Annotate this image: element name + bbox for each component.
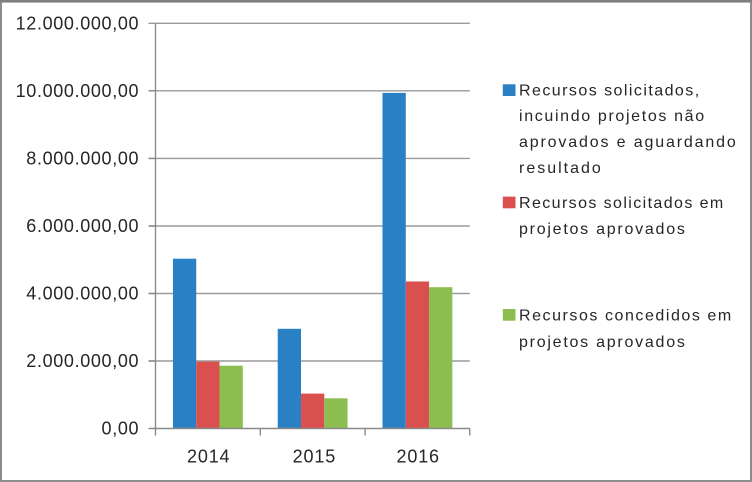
svg-text:resultado: resultado xyxy=(519,160,603,177)
svg-text:6.000.000,00: 6.000.000,00 xyxy=(26,216,139,236)
svg-text:2015: 2015 xyxy=(293,446,336,466)
svg-text:0,00: 0,00 xyxy=(102,419,140,439)
svg-text:8.000.000,00: 8.000.000,00 xyxy=(26,149,139,169)
svg-text:Recursos solicitados,: Recursos solicitados, xyxy=(519,82,701,99)
svg-text:12.000.000,00: 12.000.000,00 xyxy=(16,14,140,34)
svg-text:projetos aprovados: projetos aprovados xyxy=(519,334,687,351)
svg-text:incuindo projetos não: incuindo projetos não xyxy=(519,108,706,125)
svg-text:4.000.000,00: 4.000.000,00 xyxy=(26,284,139,304)
svg-text:2014: 2014 xyxy=(187,446,230,466)
svg-text:aprovados e aguardando: aprovados e aguardando xyxy=(519,134,738,151)
svg-text:Recursos solicitados em: Recursos solicitados em xyxy=(519,195,725,212)
svg-text:10.000.000,00: 10.000.000,00 xyxy=(16,81,140,101)
svg-text:2016: 2016 xyxy=(396,446,439,466)
svg-text:2.000.000,00: 2.000.000,00 xyxy=(26,351,139,371)
svg-text:Recursos concedidos em: Recursos concedidos em xyxy=(519,308,733,325)
svg-text:projetos aprovados: projetos aprovados xyxy=(519,221,687,238)
